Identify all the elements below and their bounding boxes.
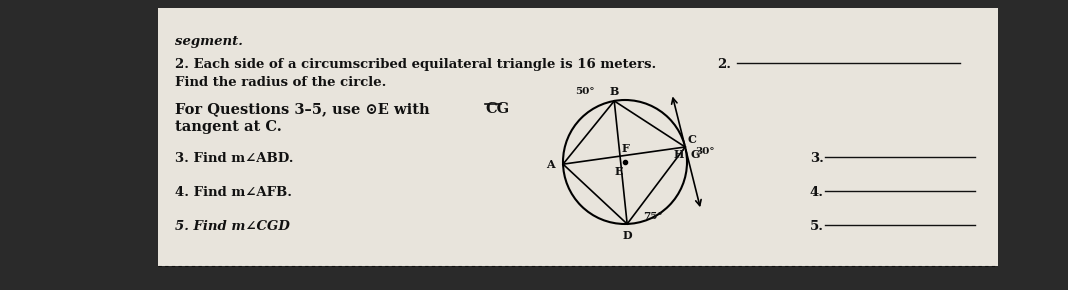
Text: 50°: 50° — [575, 87, 594, 96]
Text: 5. Find m∠CGD: 5. Find m∠CGD — [175, 220, 289, 233]
Text: H: H — [674, 149, 685, 160]
Text: 2.: 2. — [717, 58, 731, 71]
Text: 4. Find m∠AFB.: 4. Find m∠AFB. — [175, 186, 292, 199]
Text: CG: CG — [485, 102, 509, 116]
Text: 30°: 30° — [695, 146, 714, 155]
Text: Find the radius of the circle.: Find the radius of the circle. — [175, 76, 387, 89]
Text: D: D — [623, 230, 632, 241]
Text: F: F — [622, 143, 629, 154]
Text: 5.: 5. — [810, 220, 824, 233]
Text: 3. Find m∠ABD.: 3. Find m∠ABD. — [175, 152, 294, 165]
Text: 4.: 4. — [810, 186, 824, 199]
Text: 75°: 75° — [643, 212, 662, 221]
Text: E: E — [614, 166, 623, 177]
Text: A: A — [547, 159, 555, 170]
Text: B: B — [610, 86, 619, 97]
Text: tangent at C.: tangent at C. — [175, 120, 282, 134]
Text: 3.: 3. — [810, 152, 823, 165]
Text: 2. Each side of a circumscribed equilateral triangle is 16 meters.: 2. Each side of a circumscribed equilate… — [175, 58, 656, 71]
Text: C: C — [688, 134, 696, 145]
Text: For Questions 3–5, use ⊙E with: For Questions 3–5, use ⊙E with — [175, 102, 435, 116]
Text: segment.: segment. — [175, 35, 242, 48]
Bar — [158, 8, 998, 266]
Text: G: G — [690, 149, 700, 160]
